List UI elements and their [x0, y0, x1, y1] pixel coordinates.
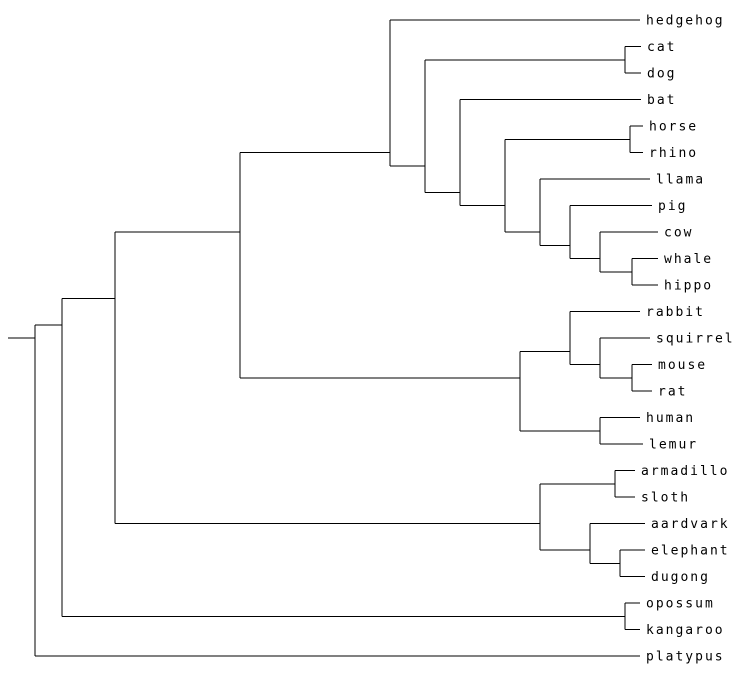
- leaf-label-armadillo: armadillo: [641, 464, 729, 479]
- leaf-label-rat: rat: [658, 385, 687, 400]
- leaf-label-lemur: lemur: [649, 438, 698, 453]
- leaf-label-hippo: hippo: [664, 279, 713, 294]
- leaf-label-sloth: sloth: [641, 491, 690, 506]
- leaf-label-mouse: mouse: [658, 358, 707, 373]
- leaf-label-cat: cat: [647, 40, 676, 55]
- leaf-label-rhino: rhino: [649, 146, 698, 161]
- leaf-label-rabbit: rabbit: [646, 305, 705, 320]
- leaf-label-cow: cow: [664, 226, 693, 241]
- leaf-label-horse: horse: [649, 120, 698, 135]
- leaf-label-whale: whale: [664, 252, 713, 267]
- leaf-label-elephant: elephant: [651, 544, 730, 559]
- leaf-label-bat: bat: [647, 93, 676, 108]
- leaf-label-dugong: dugong: [651, 570, 710, 585]
- leaf-label-kangaroo: kangaroo: [646, 623, 725, 638]
- leaf-label-pig: pig: [658, 199, 687, 214]
- leaf-label-human: human: [646, 411, 695, 426]
- leaf-label-platypus: platypus: [646, 650, 725, 665]
- leaf-label-dog: dog: [647, 67, 676, 82]
- leaf-label-hedgehog: hedgehog: [646, 14, 725, 29]
- leaf-label-aardvark: aardvark: [651, 517, 730, 532]
- leaf-label-squirrel: squirrel: [656, 332, 735, 347]
- leaf-label-opossum: opossum: [646, 597, 715, 612]
- leaf-label-llama: llama: [656, 173, 705, 188]
